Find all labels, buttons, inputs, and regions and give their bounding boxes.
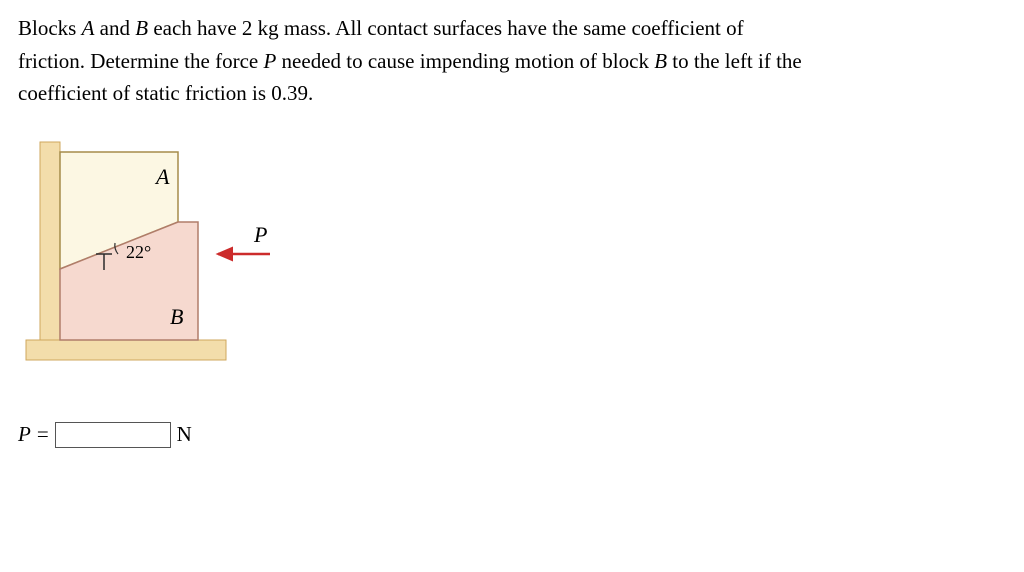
floor	[26, 340, 226, 360]
var-p: P	[263, 49, 276, 73]
text: each have 2 kg mass. All contact surface…	[148, 16, 744, 40]
diagram-svg: 22° A B P	[18, 134, 298, 394]
var-a: A	[82, 16, 95, 40]
figure: 22° A B P	[18, 134, 1006, 394]
text: friction. Determine the force	[18, 49, 263, 73]
block-a-label: A	[154, 164, 170, 189]
text: and	[94, 16, 135, 40]
wall	[40, 142, 60, 352]
answer-label: P	[18, 422, 31, 447]
answer-unit: N	[177, 422, 192, 447]
force-p-label: P	[253, 222, 267, 247]
var-b2: B	[654, 49, 667, 73]
text: Blocks	[18, 16, 82, 40]
answer-row: P = N	[18, 422, 1006, 448]
text: needed to cause impending motion of bloc…	[276, 49, 654, 73]
block-b-label: B	[170, 304, 183, 329]
problem-statement: Blocks A and B each have 2 kg mass. All …	[18, 12, 1006, 110]
text: to the left if the	[667, 49, 802, 73]
var-b: B	[135, 16, 148, 40]
force-p-input[interactable]	[55, 422, 171, 448]
equals-sign: =	[37, 422, 49, 447]
angle-label: 22°	[126, 242, 151, 262]
text: coefficient of static friction is 0.39.	[18, 81, 313, 105]
